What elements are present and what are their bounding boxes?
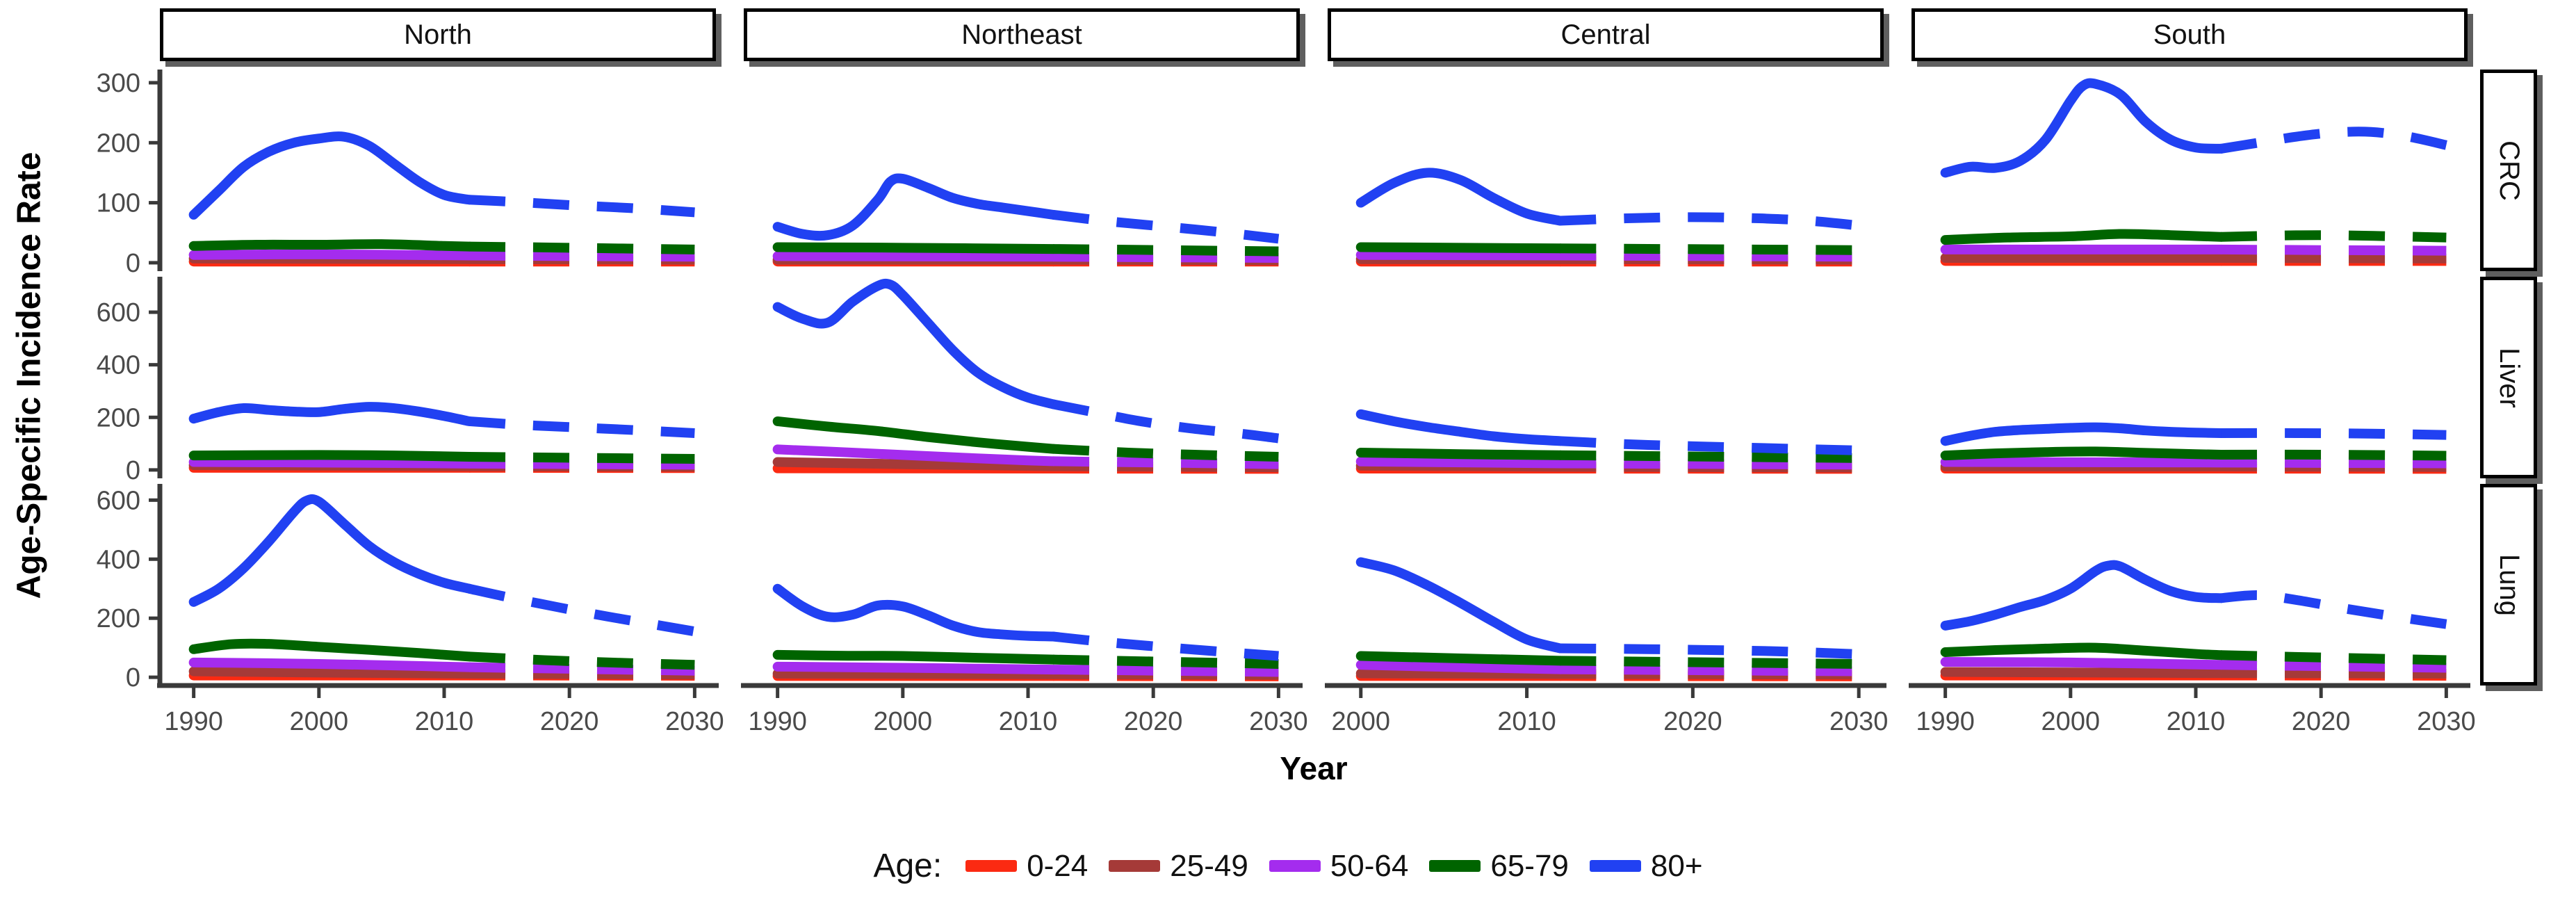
panel-lung-north: 0 200 400 600 1990 2000 2010 2020 2030 bbox=[97, 484, 724, 736]
legend-label: 80+ bbox=[1650, 848, 1703, 883]
svg-text:2020: 2020 bbox=[1124, 707, 1183, 736]
svg-text:200: 200 bbox=[97, 604, 140, 633]
svg-text:2020: 2020 bbox=[1663, 707, 1722, 736]
svg-text:2000: 2000 bbox=[2041, 707, 2101, 736]
legend-swatch-50-64 bbox=[1269, 860, 1321, 872]
svg-text:2000: 2000 bbox=[874, 707, 933, 736]
svg-text:2000: 2000 bbox=[1331, 707, 1390, 736]
panel-crc-south bbox=[1911, 70, 2468, 271]
svg-text:2010: 2010 bbox=[1497, 707, 1556, 736]
panel-liver-north: 0 200 400 600 bbox=[97, 277, 716, 485]
svg-text:100: 100 bbox=[97, 189, 140, 218]
facet-row-label: Liver bbox=[2493, 347, 2525, 408]
legend-item-50-64: 50-64 bbox=[1269, 848, 1409, 884]
panel-liver-south bbox=[1911, 277, 2468, 478]
panel-crc-north: 0 100 200 300 bbox=[97, 69, 716, 278]
facet-column-strip-north: North bbox=[160, 8, 716, 61]
legend-item-80plus: 80+ bbox=[1589, 848, 1703, 884]
svg-text:2030: 2030 bbox=[1829, 707, 1889, 736]
x-axis-title: Year bbox=[1280, 750, 1348, 786]
svg-text:2010: 2010 bbox=[999, 707, 1058, 736]
svg-text:2020: 2020 bbox=[540, 707, 599, 736]
svg-text:600: 600 bbox=[97, 486, 140, 515]
facet-column-strip-central: Central bbox=[1328, 8, 1884, 61]
facet-column-strip-northeast: Northeast bbox=[744, 8, 1300, 61]
legend-item-25-49: 25-49 bbox=[1109, 849, 1248, 884]
svg-text:400: 400 bbox=[97, 351, 140, 380]
facet-column-label: Northeast bbox=[961, 19, 1082, 50]
svg-text:0: 0 bbox=[126, 249, 140, 278]
svg-text:400: 400 bbox=[97, 545, 140, 574]
panel-lung-central: 2000 2010 2020 2030 bbox=[1325, 484, 1888, 736]
facet-row-strip-liver: Liver bbox=[2480, 277, 2537, 478]
svg-text:2010: 2010 bbox=[2167, 707, 2226, 736]
svg-text:2030: 2030 bbox=[1249, 707, 1308, 736]
legend-swatch-25-49 bbox=[1109, 860, 1161, 872]
svg-text:0: 0 bbox=[126, 663, 140, 692]
legend-item-65-79: 65-79 bbox=[1429, 849, 1569, 884]
facet-row-label: Lung bbox=[2493, 553, 2525, 616]
svg-text:1990: 1990 bbox=[1916, 707, 1975, 736]
facet-column-label: South bbox=[2153, 19, 2226, 50]
svg-text:2000: 2000 bbox=[290, 707, 349, 736]
panel-liver-central bbox=[1328, 277, 1884, 478]
y-axis-title: Age-Specific Incidence Rate bbox=[10, 152, 48, 599]
svg-text:1990: 1990 bbox=[164, 707, 223, 736]
legend-item-0-24: 0-24 bbox=[965, 849, 1088, 884]
panel-lung-south: 1990 2000 2010 2020 2030 bbox=[1909, 484, 2476, 736]
svg-text:0: 0 bbox=[126, 456, 140, 485]
panel-liver-northeast bbox=[744, 277, 1300, 478]
facet-row-strip-crc: CRC bbox=[2480, 70, 2537, 271]
legend-swatch-0-24 bbox=[965, 860, 1018, 872]
legend-label: 65-79 bbox=[1490, 848, 1569, 883]
svg-text:200: 200 bbox=[97, 403, 140, 432]
svg-text:2030: 2030 bbox=[665, 707, 724, 736]
legend-label: 0-24 bbox=[1027, 848, 1089, 883]
panel-lung-northeast: 1990 2000 2010 2020 2030 bbox=[741, 484, 1308, 736]
svg-text:2010: 2010 bbox=[415, 707, 474, 736]
facet-column-label: Central bbox=[1560, 19, 1651, 50]
facet-column-label: North bbox=[404, 19, 472, 50]
legend-swatch-65-79 bbox=[1429, 860, 1481, 872]
svg-text:300: 300 bbox=[97, 69, 140, 98]
legend-label: 50-64 bbox=[1330, 848, 1409, 883]
facet-row-strip-lung: Lung bbox=[2480, 484, 2537, 686]
legend-title: Age: bbox=[873, 848, 943, 884]
panel-crc-northeast bbox=[744, 70, 1300, 271]
svg-text:600: 600 bbox=[97, 298, 140, 327]
svg-text:1990: 1990 bbox=[748, 707, 807, 736]
panel-crc-central bbox=[1328, 70, 1884, 271]
legend: Age: 0-24 25-49 50-64 65-79 80+ bbox=[0, 847, 2576, 885]
facet-row-label: CRC bbox=[2493, 140, 2525, 201]
svg-text:200: 200 bbox=[97, 129, 140, 158]
svg-text:2020: 2020 bbox=[2292, 707, 2351, 736]
svg-text:2030: 2030 bbox=[2417, 707, 2476, 736]
legend-label: 25-49 bbox=[1170, 848, 1248, 883]
legend-swatch-80plus bbox=[1589, 860, 1641, 872]
facet-column-strip-south: South bbox=[1911, 8, 2468, 61]
